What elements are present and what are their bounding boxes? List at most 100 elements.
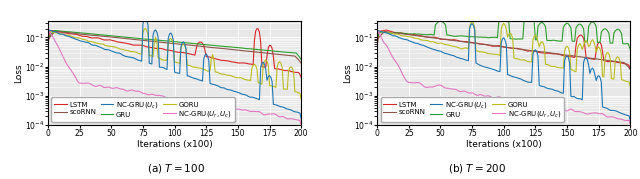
GORU bbox=[396, 34, 404, 36]
GRU bbox=[396, 32, 404, 34]
NC-GRU($U_c$) bbox=[606, 109, 614, 111]
scoRNN bbox=[138, 39, 145, 41]
GORU bbox=[627, 86, 634, 88]
GRU bbox=[606, 42, 614, 44]
GORU bbox=[373, 35, 381, 37]
NC-GRU($U_c$) bbox=[466, 28, 474, 30]
GRU bbox=[525, 15, 533, 17]
NC-GRU($U_r, U_c$) bbox=[45, 30, 53, 33]
LSTM bbox=[382, 29, 390, 31]
scoRNN bbox=[298, 62, 305, 64]
GRU bbox=[373, 38, 381, 40]
scoRNN bbox=[374, 37, 382, 39]
NC-GRU($U_c$) bbox=[468, 23, 476, 25]
scoRNN bbox=[606, 60, 614, 62]
LSTM bbox=[67, 33, 75, 35]
GORU bbox=[136, 53, 144, 55]
LSTM bbox=[397, 32, 405, 34]
GRU bbox=[68, 31, 76, 33]
Y-axis label: Loss: Loss bbox=[343, 64, 352, 83]
Line: scoRNN: scoRNN bbox=[48, 31, 301, 63]
scoRNN bbox=[381, 30, 388, 33]
NC-GRU($U_r, U_c$) bbox=[47, 32, 54, 34]
NC-GRU($U_r, U_c$) bbox=[298, 124, 305, 127]
NC-GRU($U_c$) bbox=[44, 34, 52, 36]
GRU bbox=[51, 29, 58, 32]
GORU bbox=[374, 30, 382, 32]
GORU bbox=[141, 27, 149, 30]
NC-GRU($U_r, U_c$) bbox=[373, 35, 381, 37]
Y-axis label: Loss: Loss bbox=[14, 64, 23, 83]
scoRNN bbox=[627, 69, 634, 71]
GORU bbox=[481, 51, 489, 54]
X-axis label: Iterations (x100): Iterations (x100) bbox=[466, 140, 541, 149]
Line: NC-GRU($U_r, U_c$): NC-GRU($U_r, U_c$) bbox=[48, 32, 301, 125]
GORU bbox=[277, 62, 285, 64]
Legend: LSTM, scoRNN, NC-GRU($U_c$), GRU, GORU, NC-GRU($U_r, U_c$): LSTM, scoRNN, NC-GRU($U_c$), GRU, GORU, … bbox=[51, 97, 235, 122]
LSTM bbox=[606, 60, 614, 62]
GRU bbox=[298, 59, 305, 61]
GORU bbox=[298, 98, 305, 100]
NC-GRU($U_c$) bbox=[152, 29, 159, 31]
NC-GRU($U_c$) bbox=[67, 36, 75, 38]
NC-GRU($U_r, U_c$) bbox=[397, 70, 405, 72]
Line: LSTM: LSTM bbox=[48, 29, 301, 78]
Line: GORU: GORU bbox=[377, 21, 630, 87]
Line: NC-GRU($U_r, U_c$): NC-GRU($U_r, U_c$) bbox=[377, 32, 630, 125]
GORU bbox=[511, 57, 519, 60]
scoRNN bbox=[52, 30, 60, 32]
GORU bbox=[44, 35, 52, 38]
NC-GRU($U_r, U_c$) bbox=[374, 30, 382, 33]
LSTM bbox=[277, 69, 285, 71]
NC-GRU($U_c$) bbox=[277, 106, 285, 108]
GRU bbox=[138, 38, 145, 40]
NC-GRU($U_c$) bbox=[396, 37, 404, 39]
LSTM bbox=[253, 28, 260, 30]
GORU bbox=[67, 35, 75, 37]
NC-GRU($U_c$) bbox=[45, 29, 53, 31]
scoRNN bbox=[45, 37, 53, 39]
NC-GRU($U_c$) bbox=[182, 47, 190, 50]
LSTM bbox=[45, 33, 53, 35]
NC-GRU($U_r, U_c$) bbox=[606, 116, 614, 118]
scoRNN bbox=[467, 42, 475, 44]
Line: NC-GRU($U_c$): NC-GRU($U_c$) bbox=[48, 18, 301, 119]
GRU bbox=[44, 38, 52, 40]
GRU bbox=[277, 51, 285, 53]
LSTM bbox=[136, 44, 144, 46]
scoRNN bbox=[68, 32, 76, 34]
GRU bbox=[182, 42, 190, 44]
LSTM bbox=[481, 43, 489, 45]
GORU bbox=[182, 48, 190, 50]
Line: LSTM: LSTM bbox=[377, 30, 630, 69]
NC-GRU($U_r, U_c$) bbox=[467, 92, 475, 94]
scoRNN bbox=[277, 54, 285, 56]
NC-GRU($U_c$) bbox=[298, 118, 305, 120]
GRU bbox=[510, 38, 518, 40]
GORU bbox=[152, 36, 159, 38]
NC-GRU($U_c$) bbox=[627, 120, 634, 122]
GRU bbox=[374, 34, 382, 36]
Text: (b) $T = 200$: (b) $T = 200$ bbox=[448, 162, 506, 175]
NC-GRU($U_r, U_c$) bbox=[511, 100, 519, 103]
scoRNN bbox=[182, 44, 190, 46]
NC-GRU($U_r, U_c$) bbox=[152, 94, 159, 96]
scoRNN bbox=[481, 43, 489, 46]
scoRNN bbox=[397, 33, 405, 35]
NC-GRU($U_c$) bbox=[136, 60, 144, 62]
NC-GRU($U_r, U_c$) bbox=[481, 95, 489, 97]
Line: GRU: GRU bbox=[377, 16, 630, 50]
Line: GORU: GORU bbox=[48, 28, 301, 99]
Text: (a) $T = 100$: (a) $T = 100$ bbox=[147, 162, 205, 175]
NC-GRU($U_r, U_c$) bbox=[376, 33, 383, 35]
LSTM bbox=[511, 47, 519, 50]
GRU bbox=[466, 36, 474, 38]
GORU bbox=[606, 57, 614, 59]
LSTM bbox=[373, 45, 381, 47]
scoRNN bbox=[373, 39, 381, 41]
LSTM bbox=[181, 52, 189, 54]
LSTM bbox=[467, 41, 475, 43]
NC-GRU($U_c$) bbox=[374, 30, 382, 32]
NC-GRU($U_c$) bbox=[511, 76, 519, 78]
NC-GRU($U_r, U_c$) bbox=[182, 99, 190, 101]
